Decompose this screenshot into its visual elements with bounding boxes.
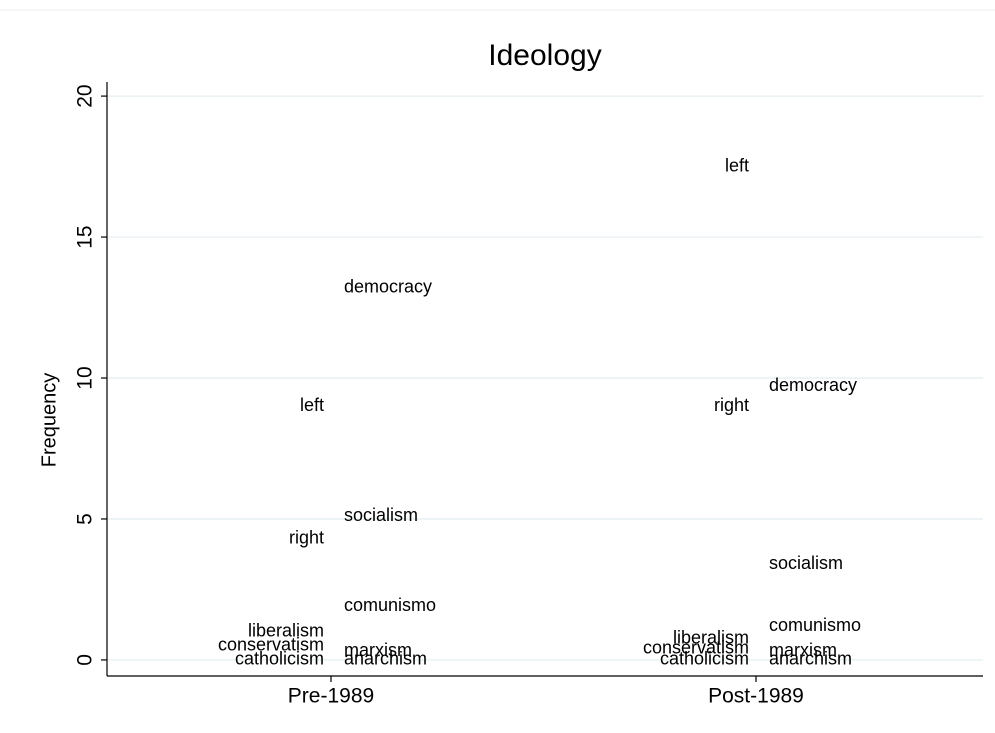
point-label: anarchism — [769, 649, 852, 669]
point-label: comunismo — [344, 595, 436, 615]
point-label: liberalism — [673, 628, 749, 648]
point-label: left — [725, 155, 749, 175]
point-label: marxism — [769, 640, 837, 660]
point-label: right — [289, 527, 324, 547]
x-tick-label: Pre-1989 — [288, 685, 374, 708]
y-axis-label: Frequency — [38, 373, 60, 468]
y-tick-label: 15 — [74, 225, 97, 248]
point-label: conservatism — [643, 637, 749, 657]
chart-title: Ideology — [488, 39, 601, 72]
point-label: conservatism — [218, 635, 324, 655]
point-label: catholicism — [235, 649, 324, 669]
point-label: democracy — [344, 277, 432, 297]
point-label: socialism — [344, 505, 418, 525]
point-label: right — [714, 395, 749, 415]
y-tick-label: 20 — [74, 84, 97, 107]
y-tick-label: 5 — [74, 513, 97, 525]
y-tick-label: 10 — [74, 366, 97, 389]
y-tick-label: 0 — [74, 654, 97, 666]
point-label: comunismo — [769, 615, 861, 635]
point-label: marxism — [344, 640, 412, 660]
x-tick-label: Post-1989 — [708, 685, 804, 708]
point-label: socialism — [769, 553, 843, 573]
point-label: democracy — [769, 375, 857, 395]
point-label: catholicism — [660, 649, 749, 669]
point-label: anarchism — [344, 649, 427, 669]
point-label: liberalism — [248, 620, 324, 640]
point-label: left — [300, 395, 324, 415]
